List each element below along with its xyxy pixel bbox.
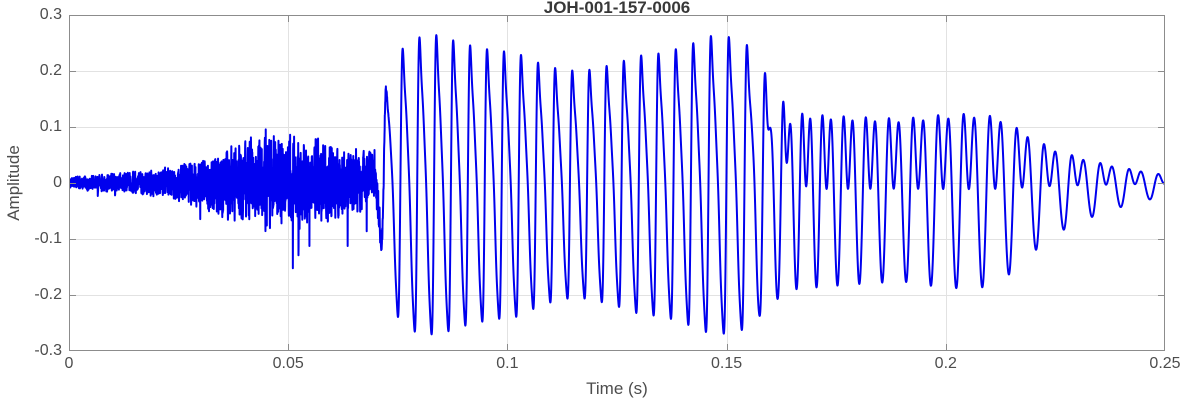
y-tick-label: 0.3: [39, 6, 62, 23]
plot-title: JOH-001-157-0006: [543, 0, 691, 17]
y-tick-label: -0.1: [34, 230, 62, 247]
y-tick-label: 0.2: [39, 62, 62, 79]
y-tick-label: 0.1: [39, 118, 62, 135]
x-tick-label: 0.1: [496, 355, 519, 372]
y-tick-label: -0.2: [34, 286, 62, 303]
x-tick-label: 0.05: [272, 355, 304, 372]
y-tick-label: 0: [53, 174, 62, 191]
x-axis-label: Time (s): [586, 379, 648, 398]
x-tick-label: 0.2: [934, 355, 957, 372]
x-tick-label: 0: [64, 355, 74, 372]
x-tick-label: 0.25: [1149, 355, 1181, 372]
y-tick-label: -0.3: [34, 342, 62, 359]
x-tick-label: 0.15: [711, 355, 743, 372]
